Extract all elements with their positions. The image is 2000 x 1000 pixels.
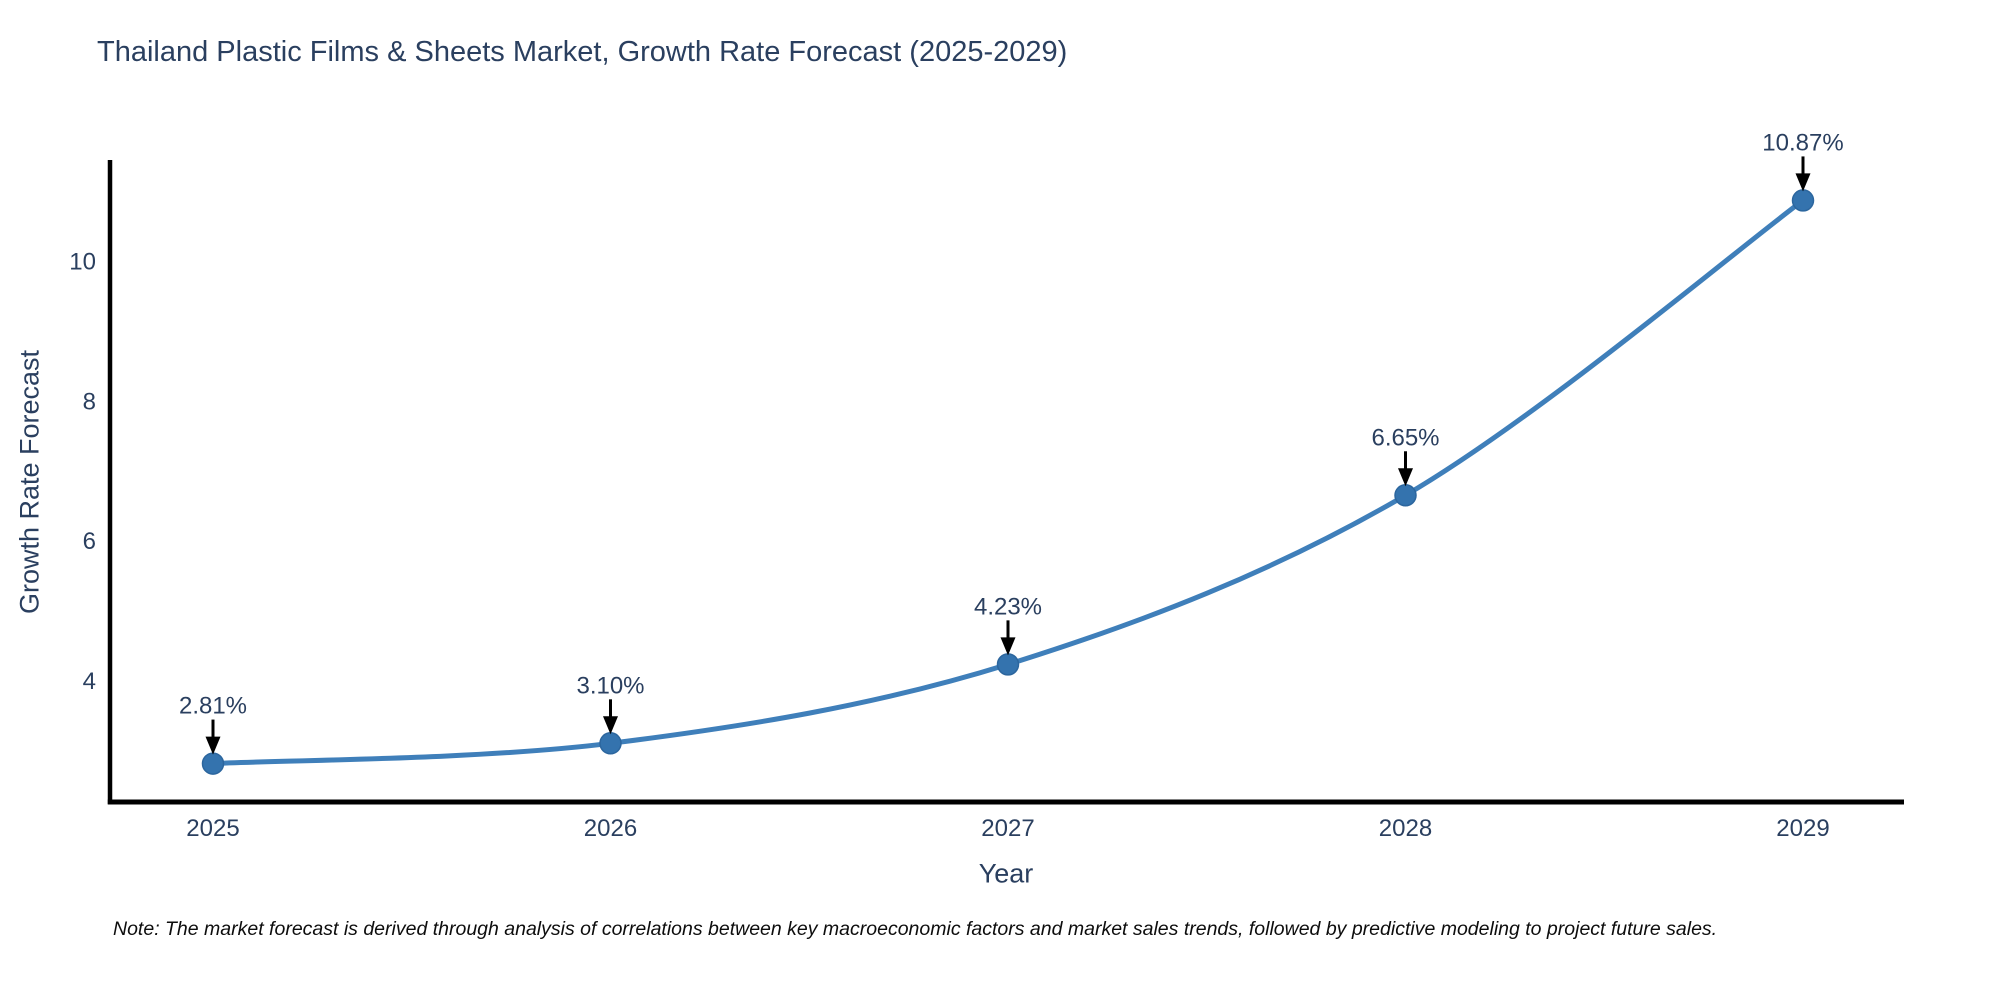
annotation-arrow-head [1398, 468, 1413, 487]
y-tick-label: 6 [83, 528, 96, 555]
point-annotation-label: 6.65% [1371, 424, 1439, 451]
x-axis-title: Year [978, 858, 1034, 889]
data-point-marker [599, 732, 622, 755]
data-point-marker [996, 653, 1020, 676]
point-annotation-label: 10.87% [1762, 129, 1843, 156]
footnote: Note: The market forecast is derived thr… [113, 918, 1718, 940]
annotation-arrow-head [1000, 637, 1016, 656]
x-tick-label: 2029 [1776, 815, 1829, 842]
y-tick-label: 4 [83, 668, 96, 695]
x-tick-label: 2028 [1379, 815, 1432, 842]
point-annotation-label: 2.81% [179, 693, 247, 720]
annotation-arrow-head [603, 716, 618, 735]
chart-title: Thailand Plastic Films & Sheets Market, … [97, 36, 1068, 68]
y-tick-label: 8 [83, 388, 96, 415]
annotation-arrow-head [205, 736, 221, 755]
point-annotation-label: 3.10% [576, 672, 644, 699]
x-tick-label: 2025 [186, 815, 239, 842]
point-annotation-label: 4.23% [974, 593, 1042, 620]
annotation-arrow-head [1795, 173, 1811, 192]
data-point-marker [1791, 189, 1815, 212]
data-point-marker [201, 752, 225, 775]
y-axis-title: Growth Rate Forecast [14, 349, 45, 615]
line-series [210, 197, 1806, 767]
x-tick-label: 2026 [584, 815, 637, 842]
data-point-marker [1394, 484, 1417, 507]
y-tick-label: 10 [69, 249, 96, 276]
x-tick-label: 2027 [981, 815, 1034, 842]
